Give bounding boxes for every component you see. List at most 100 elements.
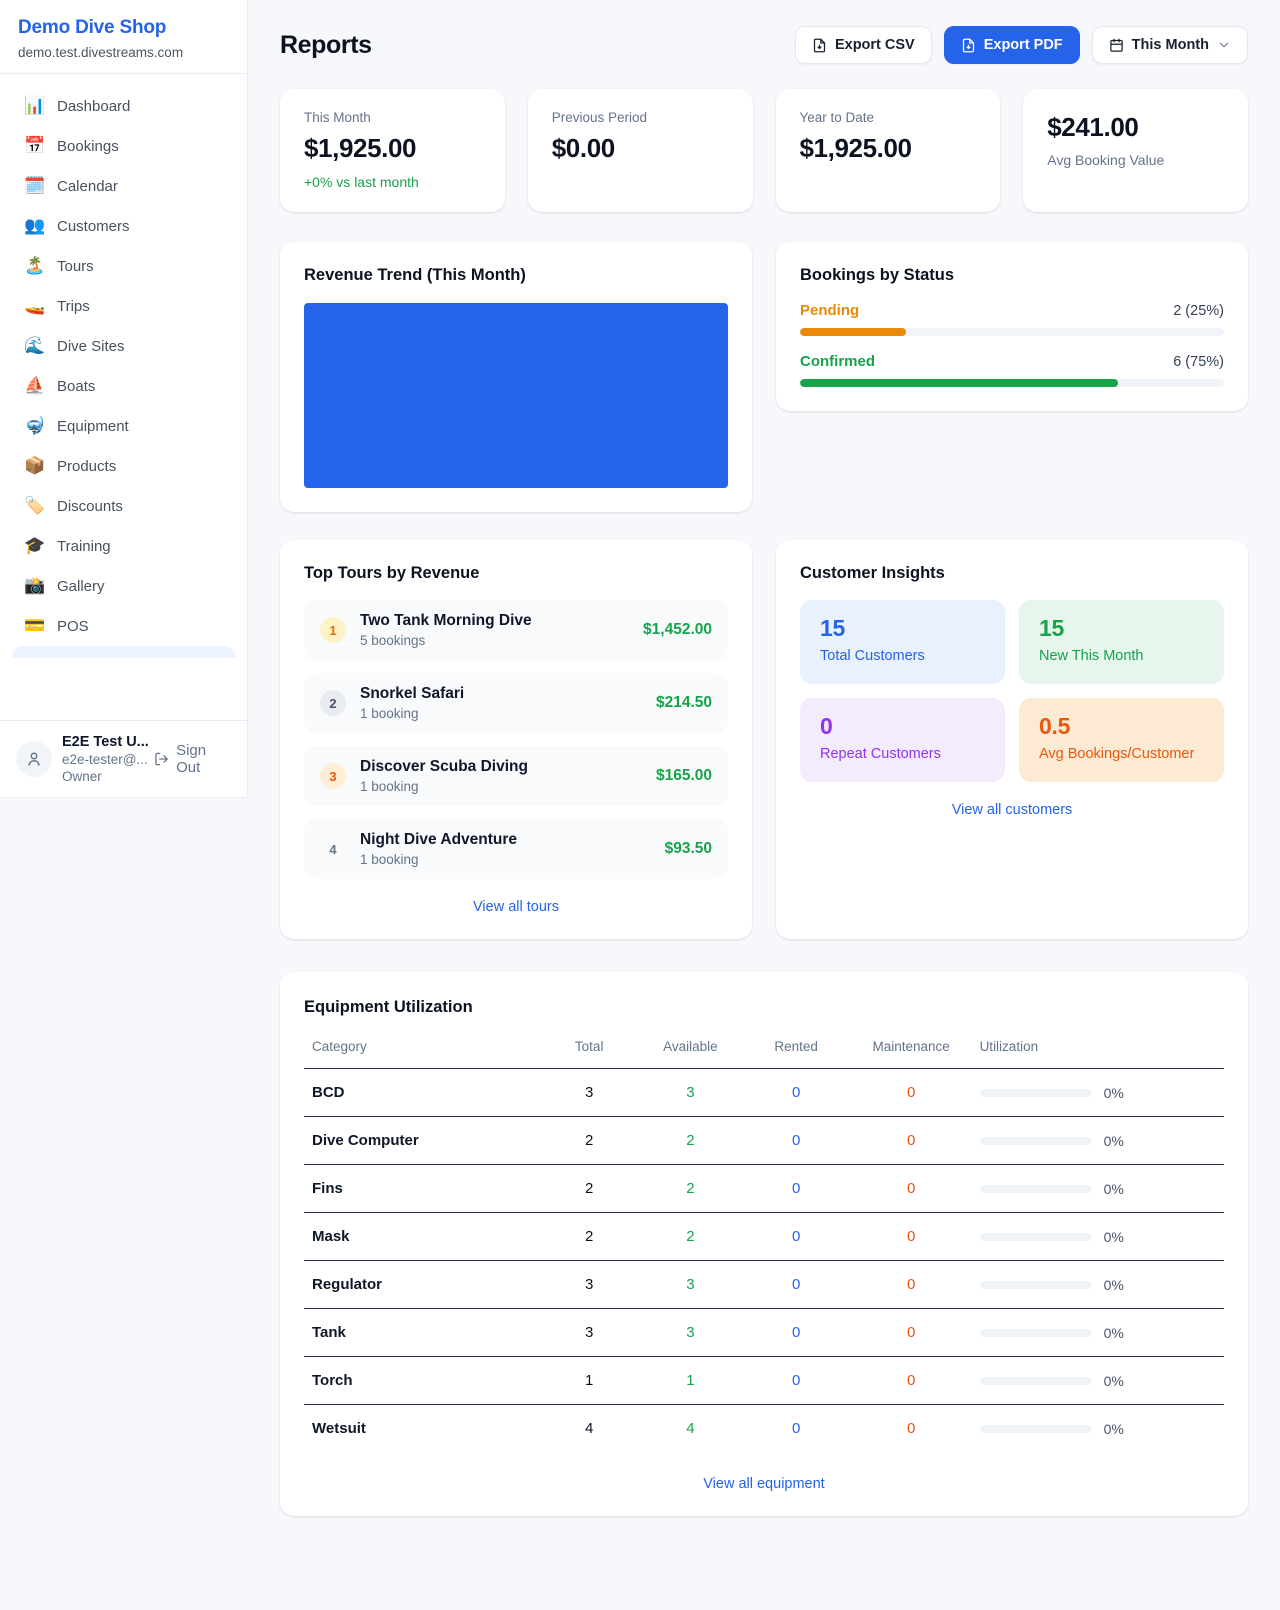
dashboard-icon: 📊	[24, 96, 46, 115]
view-all-equipment-link[interactable]: View all equipment	[703, 1476, 825, 1492]
equipment-utilization-card: Equipment Utilization Category Total Ava…	[280, 972, 1248, 1516]
rank-badge: 4	[329, 841, 337, 857]
column-header-category: Category	[304, 1031, 544, 1069]
period-selector[interactable]: This Month	[1091, 26, 1248, 64]
sidebar-item-calendar[interactable]: 🗓️ Calendar	[12, 166, 235, 206]
middle-row: Top Tours by Revenue 1 Two Tank Morning …	[280, 540, 1248, 939]
view-all-tours-link[interactable]: View all tours	[473, 899, 559, 915]
sidebar-item-bookings[interactable]: 📅 Bookings	[12, 126, 235, 166]
sidebar-item-products[interactable]: 📦 Products	[12, 446, 235, 486]
export-pdf-label: Export PDF	[983, 37, 1063, 53]
sidebar-item-dashboard[interactable]: 📊 Dashboard	[12, 86, 235, 126]
page-title: Reports	[280, 30, 372, 59]
cell-maintenance: 0	[846, 1308, 976, 1357]
cell-maintenance: 0	[846, 1164, 976, 1213]
sidebar-item-discounts[interactable]: 🏷️ Discounts	[12, 486, 235, 526]
tile-label: Avg Bookings/Customer	[1039, 746, 1195, 762]
sidebar-item-customers[interactable]: 👥 Customers	[12, 206, 235, 246]
table-row: Torch 1 1 0 0 0%	[304, 1356, 1224, 1405]
cell-rented: 0	[745, 1356, 847, 1405]
tile-repeat-customers: 0 Repeat Customers	[800, 698, 1005, 782]
sidebar-item-equipment[interactable]: 🤿 Equipment	[12, 406, 235, 446]
sidebar-item-label: Tours	[57, 257, 94, 275]
sidebar-item-training[interactable]: 🎓 Training	[12, 526, 235, 566]
tile-value: 15	[1039, 615, 1064, 641]
view-all-customers-link[interactable]: View all customers	[951, 802, 1073, 818]
tour-row: 4 Night Dive Adventure 1 booking $93.50	[304, 819, 728, 879]
stat-label: Year to Date	[799, 110, 875, 125]
revenue-trend-chart	[304, 303, 728, 488]
cell-utilization: 0%	[975, 1260, 1224, 1309]
equipment-table: Category Total Available Rented Maintena…	[304, 1031, 1224, 1452]
export-pdf-button[interactable]: Export PDF	[943, 26, 1080, 64]
stat-value: $241.00	[1047, 112, 1139, 142]
sign-out-label: Sign Out	[176, 742, 207, 776]
status-value: 6 (75%)	[1173, 354, 1224, 370]
utilization-bar	[979, 1280, 1092, 1289]
table-row: Regulator 3 3 0 0 0%	[304, 1260, 1224, 1309]
sidebar-item-pos[interactable]: 💳 POS	[12, 606, 235, 646]
island-icon: 🏝️	[24, 256, 46, 275]
shop-domain: demo.test.divestreams.com	[18, 45, 184, 60]
tile-value: 15	[820, 615, 845, 641]
user-name: E2E Test U...	[62, 734, 149, 750]
tour-name: Snorkel Safari	[360, 685, 465, 702]
stat-trend: +0% vs last month	[304, 174, 419, 190]
status-progress-fill	[800, 328, 906, 336]
sidebar-item-label: Products	[57, 457, 117, 475]
status-value: 2 (25%)	[1173, 303, 1224, 319]
sign-out-button[interactable]: Sign Out	[154, 742, 231, 776]
cell-maintenance: 0	[846, 1116, 976, 1165]
sidebar-item-trips[interactable]: 🚤 Trips	[12, 286, 235, 326]
sidebar-item-label: Dashboard	[57, 97, 131, 115]
cell-rented: 0	[745, 1068, 847, 1117]
cell-utilization: 0%	[976, 1405, 1224, 1453]
status-progress-track	[800, 379, 1224, 387]
avatar	[16, 741, 52, 777]
cell-total: 2	[543, 1212, 636, 1261]
tile-total-customers: 15 Total Customers	[800, 600, 1005, 684]
app-root: Demo Dive Shop demo.test.divestreams.com…	[0, 0, 1280, 1548]
cell-total: 2	[543, 1116, 636, 1165]
utilization-bar	[979, 1328, 1092, 1337]
cell-maintenance: 0	[906, 1420, 916, 1437]
table-row: Dive Computer 2 2 0 0 0%	[304, 1116, 1224, 1165]
sidebar-item-gallery[interactable]: 📸 Gallery	[12, 566, 235, 606]
cell-maintenance: 0	[846, 1260, 976, 1309]
stat-value: $1,925.00	[799, 133, 912, 163]
header-actions: Export CSV Export PDF This Month	[794, 26, 1248, 64]
cell-rented: 0	[745, 1308, 847, 1357]
status-label: Confirmed	[800, 353, 875, 370]
cell-category: Fins	[304, 1164, 544, 1213]
cell-available: 2	[635, 1164, 746, 1213]
cell-utilization: 0%	[975, 1116, 1224, 1165]
sidebar-item-label: POS	[57, 617, 89, 635]
tile-new-this-month: 15 New This Month	[1019, 600, 1224, 684]
tile-label: New This Month	[1039, 648, 1144, 664]
export-csv-button[interactable]: Export CSV	[794, 26, 932, 64]
column-header-utilization: Utilization	[975, 1031, 1224, 1069]
sidebar-item-label: Equipment	[57, 417, 129, 435]
sidebar-item-dive-sites[interactable]: 🌊 Dive Sites	[12, 326, 235, 366]
user-email: e2e-tester@...	[62, 752, 148, 767]
tour-bookings: 5 bookings	[360, 633, 426, 648]
page-header: Reports Export CSV Export PDF	[280, 26, 1248, 64]
sidebar-item-tours[interactable]: 🏝️ Tours	[12, 246, 235, 286]
utilization-text: 0%	[1103, 1084, 1124, 1101]
column-header-available: Available	[635, 1031, 746, 1069]
credit-card-icon: 💳	[24, 616, 46, 635]
utilization-bar	[979, 1136, 1092, 1145]
tour-bookings: 1 booking	[360, 779, 419, 794]
utilization-bar	[979, 1376, 1092, 1385]
sidebar-item-reports-partial[interactable]	[12, 646, 235, 658]
stat-label: Avg Booking Value	[1047, 152, 1165, 168]
diving-mask-icon: 🤿	[24, 416, 46, 435]
user-info: E2E Test U... e2e-tester@... Owner	[62, 734, 149, 784]
main-content: Reports Export CSV Export PDF	[248, 0, 1280, 1548]
stats-row: This Month $1,925.00 +0% vs last month P…	[280, 89, 1248, 212]
sidebar-item-boats[interactable]: ⛵ Boats	[12, 366, 235, 406]
speedboat-icon: 🚤	[24, 296, 46, 315]
status-progress-fill	[800, 379, 1118, 387]
cell-available: 1	[635, 1356, 746, 1405]
bookings-by-status-title: Bookings by Status	[800, 266, 955, 284]
